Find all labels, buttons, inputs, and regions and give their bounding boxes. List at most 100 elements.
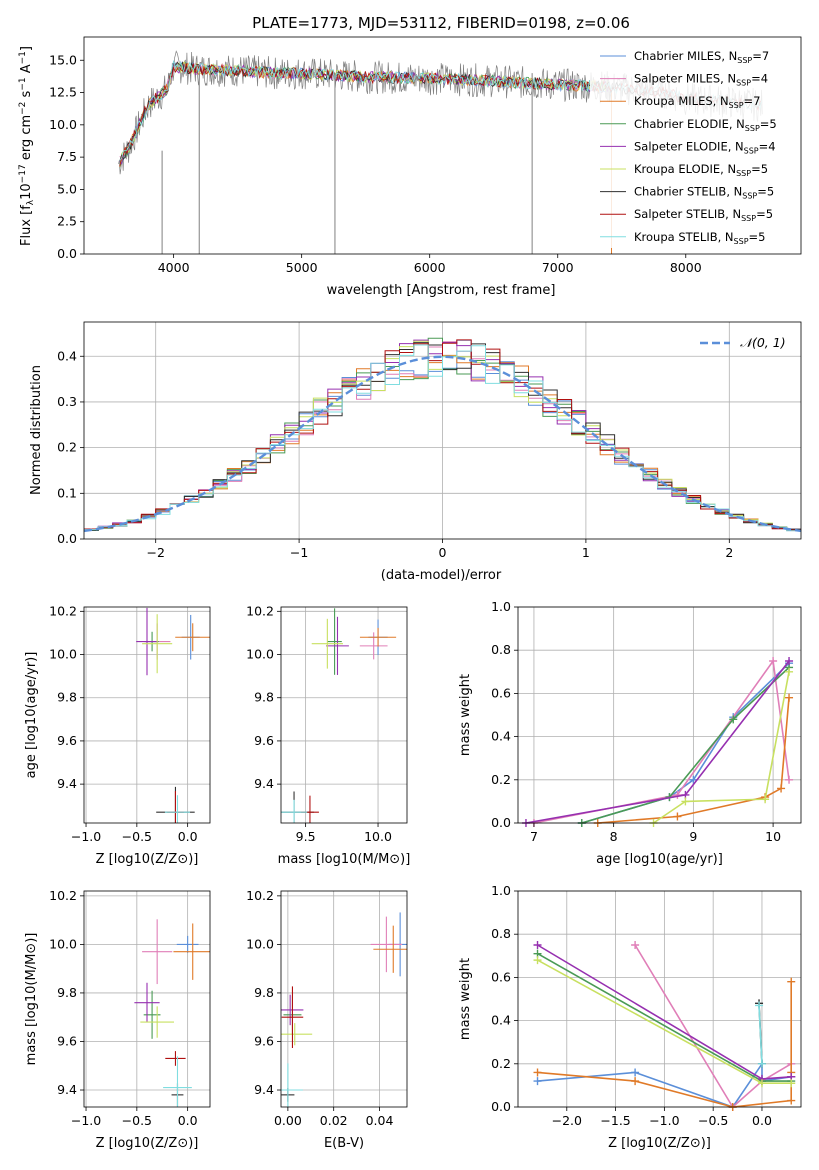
legend-entry: Salpeter ELODIE, NSSP=4 xyxy=(634,139,776,155)
y-tick-label: 12.5 xyxy=(49,85,77,100)
x-axis-label: mass [log10(M/M⊙)] xyxy=(278,852,411,867)
y-tick-label: 0.0 xyxy=(491,1099,511,1114)
x-tick-label: 5000 xyxy=(286,260,318,275)
panel-frame xyxy=(280,890,408,1108)
legend-entry: Chabrier STELIB, NSSP=5 xyxy=(634,185,774,201)
panel-age_mass: 9.5 10.0 9.4 9.6 9.8 10.0 10.2 mass [log10(M/M⊙… xyxy=(246,603,410,867)
legend-entry: Kroupa STELIB, NSSP=5 xyxy=(634,230,765,246)
x-tick-label: −1.5 xyxy=(600,1113,630,1128)
x-tick-label: −2.0 xyxy=(552,1113,582,1128)
legend-entry: Salpeter MILES, NSSP=4 xyxy=(634,72,768,88)
y-tick-label: 0.2 xyxy=(57,440,77,455)
series-marker xyxy=(631,941,640,949)
y-tick-label: 10.0 xyxy=(246,647,274,662)
x-tick-label: 0 xyxy=(439,545,447,560)
x-tick-label: 7 xyxy=(530,829,538,844)
y-tick-label: 9.6 xyxy=(254,733,274,748)
y-tick-label: 10.0 xyxy=(49,647,77,662)
spectrum-ylabel: Flux [fλ10−17 erg cm−2 s−1 A−1] xyxy=(18,46,36,246)
panel-frame xyxy=(517,606,802,824)
legend-entry: Chabrier MILES, NSSP=7 xyxy=(634,49,769,65)
series-marker xyxy=(785,775,794,784)
y-axis-label: age [log10(age/yr)] xyxy=(24,652,39,779)
series-marker xyxy=(631,1077,640,1086)
x-tick-label: −1 xyxy=(290,545,308,560)
y-tick-label: 0.6 xyxy=(491,969,511,984)
y-tick-label: 10.0 xyxy=(49,936,77,951)
y-tick-label: 0.4 xyxy=(57,348,77,363)
y-tick-label: 9.8 xyxy=(57,690,77,705)
x-tick-label: 0.04 xyxy=(366,1113,394,1128)
x-tick-label: −1.0 xyxy=(71,1113,101,1128)
x-tick-label: 2 xyxy=(725,545,733,560)
y-tick-label: 0.4 xyxy=(491,1013,511,1028)
y-axis-label: mass [log10(M/M⊙)] xyxy=(24,933,39,1066)
y-tick-label: 1.0 xyxy=(491,599,511,614)
spectrum-xlabel: wavelength [Angstrom, rest frame] xyxy=(327,283,556,298)
spectrum-legend: Chabrier MILES, NSSP=7 Salpeter MILES, NS… xyxy=(590,44,795,248)
legend-entry: Kroupa ELODIE, NSSP=5 xyxy=(634,162,768,178)
x-tick-label: 6000 xyxy=(414,260,446,275)
series-marker xyxy=(777,784,786,793)
series-marker xyxy=(673,812,682,821)
y-tick-label: 9.6 xyxy=(57,733,77,748)
y-tick-label: 0.8 xyxy=(491,926,511,941)
series-marker xyxy=(533,956,542,965)
x-tick-label: 0.0 xyxy=(178,1113,198,1128)
y-tick-label: 0.4 xyxy=(491,729,511,744)
y-tick-label: 10.2 xyxy=(49,888,77,903)
x-tick-label: 9.5 xyxy=(296,829,316,844)
panel-frame xyxy=(83,606,211,824)
y-tick-label: 0.2 xyxy=(491,1056,511,1071)
normal-legend-text: 𝒩(0, 1) xyxy=(740,335,786,350)
y-tick-label: 0.0 xyxy=(57,531,77,546)
y-tick-label: 0.0 xyxy=(491,815,511,830)
y-tick-label: 2.5 xyxy=(57,214,77,229)
series-marker xyxy=(787,1079,796,1088)
series-marker xyxy=(757,1059,766,1068)
series-marker xyxy=(761,795,770,804)
y-tick-label: 10.2 xyxy=(246,888,274,903)
panel-grid xyxy=(518,890,801,1108)
x-tick-label: 1 xyxy=(582,545,590,560)
y-tick-label: 9.6 xyxy=(254,1033,274,1048)
x-tick-label: 10.0 xyxy=(364,829,392,844)
x-axis-label: E(B-V) xyxy=(324,1136,364,1151)
series-marker xyxy=(755,1001,764,1010)
series-marker xyxy=(533,941,542,949)
x-tick-label: 0.00 xyxy=(274,1113,302,1128)
x-tick-label: 0.0 xyxy=(178,829,198,844)
x-axis-label: Z [log10(Z/Z⊙)] xyxy=(96,1136,199,1151)
panel-mass_ebv: 0.00 0.02 0.04 9.4 9.6 9.8 10.0 10.2 E(B-V) xyxy=(246,888,408,1151)
x-tick-label: −1.0 xyxy=(71,829,101,844)
series-marker xyxy=(769,657,778,665)
spectrum-frame xyxy=(83,36,802,255)
histogram-step xyxy=(84,344,801,532)
series-line xyxy=(634,944,792,1109)
x-axis-label: age [log10(age/yr)] xyxy=(596,852,723,867)
legend-entry: Chabrier ELODIE, NSSP=5 xyxy=(634,117,777,133)
panel-mw_z: −2.0 −1.5 −1.0 −0.5 0.0 0.0 0.2 0.4 0.6 0.8 1.0 Z [… xyxy=(458,883,802,1151)
y-axis-label: mass weight xyxy=(458,674,473,756)
legend-entry: Salpeter STELIB, NSSP=5 xyxy=(634,207,773,223)
series-marker xyxy=(785,667,794,676)
x-tick-label: 10 xyxy=(765,829,781,844)
y-tick-label: 10.2 xyxy=(49,603,77,618)
y-tick-label: 1.0 xyxy=(491,883,511,898)
histogram-xlabel: (data-model)/error xyxy=(381,568,502,583)
y-tick-label: 5.0 xyxy=(57,181,77,196)
x-tick-label: 7000 xyxy=(542,260,574,275)
x-tick-label: −0.5 xyxy=(122,1113,152,1128)
y-tick-label: 10.0 xyxy=(246,936,274,951)
series-marker xyxy=(533,1077,542,1086)
series-marker xyxy=(785,693,794,702)
series-line xyxy=(653,671,790,824)
y-tick-label: 10.0 xyxy=(49,117,77,132)
series-marker xyxy=(631,1068,640,1077)
x-tick-label: −2 xyxy=(146,545,164,560)
y-tick-label: 9.4 xyxy=(57,1082,77,1097)
series-marker xyxy=(787,977,796,986)
series-marker xyxy=(681,797,690,806)
series-marker xyxy=(533,1068,542,1077)
